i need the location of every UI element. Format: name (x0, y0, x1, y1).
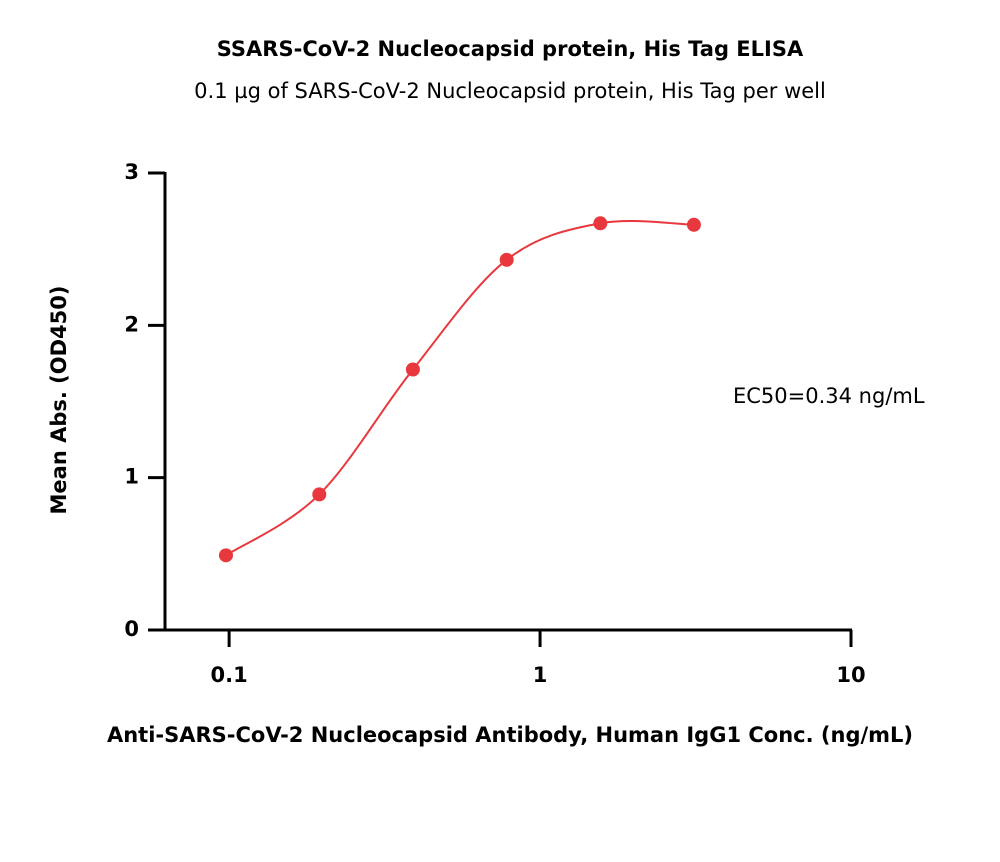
chart-subtitle: 0.1 µg of SARS-CoV-2 Nucleocapsid protei… (194, 79, 826, 103)
y-tick-label: 2 (124, 312, 139, 336)
chart-title: SSARS-CoV-2 Nucleocapsid protein, His Ta… (217, 37, 804, 61)
fit-curve (225, 219, 694, 557)
y-tick-label: 0 (124, 617, 139, 641)
data-point (593, 216, 608, 231)
data-point (499, 252, 514, 267)
annotation: EC50=0.34 ng/mL (733, 384, 925, 408)
x-tick-label: 0.1 (211, 663, 248, 687)
data-point (312, 487, 327, 502)
data-point (218, 548, 233, 563)
x-axis-label: Anti-SARS-CoV-2 Nucleocapsid Antibody, H… (107, 723, 913, 747)
y-axis-label: Mean Abs. (OD450) (47, 286, 71, 515)
y-tick-label: 1 (124, 465, 139, 489)
x-tick-label: 1 (533, 663, 548, 687)
data-point (686, 217, 701, 232)
data-point (405, 362, 420, 377)
y-tick-label: 3 (124, 160, 139, 184)
x-tick-label: 10 (836, 663, 865, 687)
